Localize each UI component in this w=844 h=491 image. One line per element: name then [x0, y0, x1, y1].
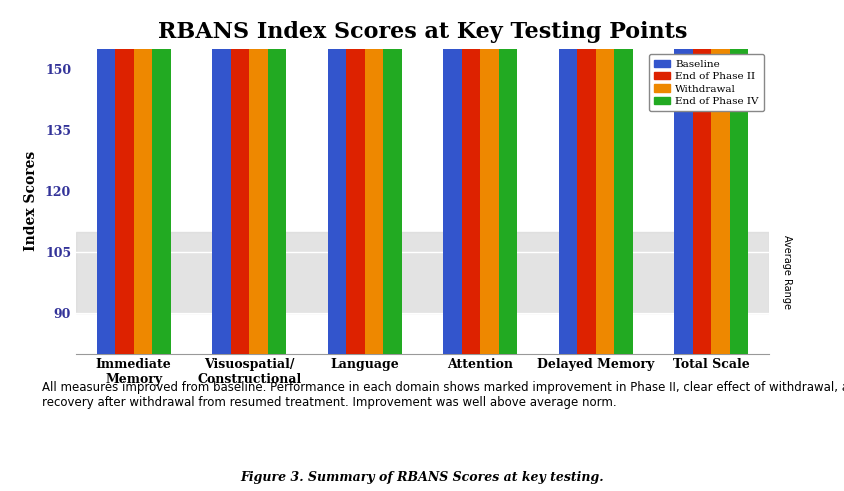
Bar — [711, 0, 729, 354]
Bar — [558, 0, 576, 354]
Bar — [115, 0, 133, 354]
Y-axis label: Index Scores: Index Scores — [24, 151, 38, 251]
Bar — [97, 0, 115, 354]
Bar — [729, 0, 747, 354]
Bar — [249, 0, 268, 354]
Bar — [498, 0, 517, 354]
Bar — [268, 0, 286, 354]
Bar — [230, 0, 249, 354]
Title: RBANS Index Scores at Key Testing Points: RBANS Index Scores at Key Testing Points — [158, 21, 686, 43]
Bar — [692, 0, 711, 354]
Bar — [383, 0, 401, 354]
Bar — [443, 0, 461, 354]
Bar — [365, 0, 383, 354]
Bar — [327, 0, 346, 354]
Bar — [461, 0, 479, 354]
Bar — [346, 0, 365, 354]
Bar — [576, 0, 595, 354]
Bar — [76, 232, 768, 313]
Text: Figure 3. Summary of RBANS Scores at key testing.: Figure 3. Summary of RBANS Scores at key… — [241, 471, 603, 484]
Bar — [614, 0, 632, 354]
Bar — [212, 0, 230, 354]
Legend: Baseline, End of Phase II, Withdrawal, End of Phase IV: Baseline, End of Phase II, Withdrawal, E… — [648, 55, 763, 111]
Bar — [133, 0, 152, 354]
Text: Average Range: Average Range — [781, 235, 791, 309]
Bar — [595, 0, 614, 354]
Bar — [152, 0, 170, 354]
Text: All measures improved from baseline. Performance in each domain shows marked imp: All measures improved from baseline. Per… — [42, 381, 844, 409]
Bar — [479, 0, 498, 354]
Bar — [674, 0, 692, 354]
